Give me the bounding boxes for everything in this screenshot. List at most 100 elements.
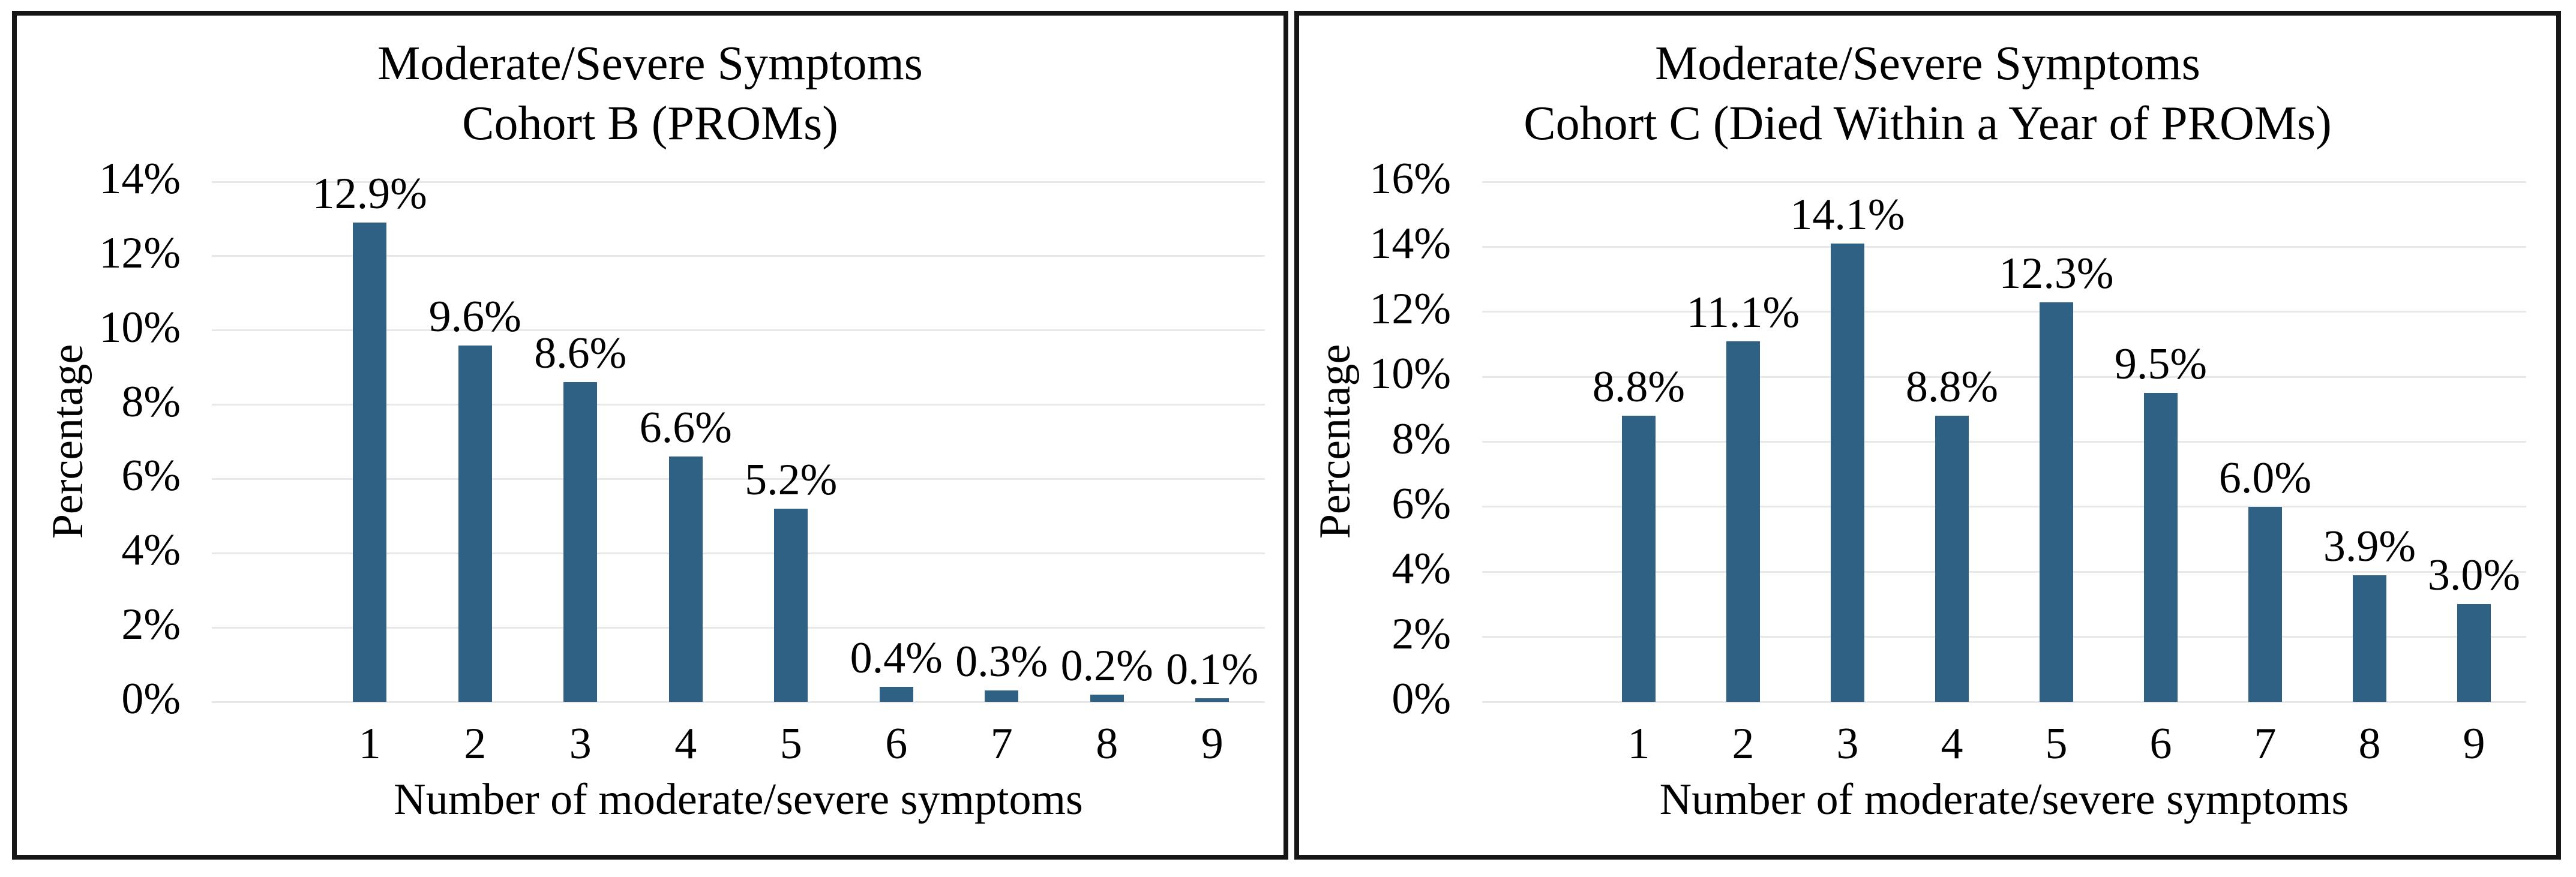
gridline — [1482, 245, 2526, 248]
x-axis-tick-label: 4 — [674, 719, 697, 768]
y-axis-tick-label: 16% — [1369, 154, 1451, 203]
bar — [668, 456, 703, 702]
x-axis-tick-label: 5 — [779, 719, 802, 768]
bar — [2248, 506, 2282, 702]
gridline — [212, 552, 1265, 554]
x-axis-tick-label: 2 — [464, 719, 487, 768]
bar — [353, 223, 387, 702]
chart-title: Moderate/Severe Symptoms Cohort C (Died … — [1299, 34, 2556, 154]
x-axis-tick-label: 5 — [2045, 719, 2068, 768]
bar — [985, 690, 1019, 702]
gridline — [212, 477, 1265, 480]
gridline — [212, 626, 1265, 629]
bar — [774, 508, 808, 702]
x-axis-title: Number of moderate/severe symptoms — [1659, 775, 2349, 824]
gridline — [1482, 441, 2526, 443]
y-axis-tick-label: 4% — [1392, 544, 1451, 594]
x-axis-tick-label: 6 — [885, 719, 908, 768]
bar — [2353, 575, 2386, 702]
bar — [1726, 341, 1760, 702]
gridline — [1482, 376, 2526, 378]
bar-value-label: 8.8% — [1592, 362, 1686, 412]
y-axis-tick-label: 14% — [1369, 219, 1451, 269]
bar — [1622, 416, 1656, 702]
x-axis-title: Number of moderate/severe symptoms — [394, 775, 1083, 824]
plot-area: 0% 2% 4% 6% 8% 10% 12% 14% 16% 8.8% 1 11.1% 2 14.1% 3 8… — [1369, 155, 2526, 768]
x-axis-tick-label: 8 — [1096, 719, 1118, 768]
x-axis-tick-label: 1 — [358, 719, 381, 768]
bar-value-label: 9.6% — [428, 292, 521, 341]
y-axis-tick-label: 12% — [99, 228, 181, 278]
x-axis-tick-label: 3 — [1836, 719, 1859, 768]
gridline — [212, 701, 1265, 703]
gridline — [1482, 181, 2526, 183]
bar — [458, 345, 492, 702]
x-axis-tick-label: 3 — [569, 719, 592, 768]
y-axis-tick-label: 2% — [121, 600, 181, 650]
bar — [879, 687, 913, 702]
bar-value-label: 9.5% — [2114, 340, 2208, 389]
y-axis-tick-label: 0% — [121, 674, 181, 723]
gridline — [1482, 570, 2526, 573]
plot-area: 0% 2% 4% 6% 8% 10% 12% 14% 12.9% 1 9.6% 2 8.6% 3 6.6% 4… — [99, 155, 1265, 768]
x-axis-tick-label: 9 — [2463, 719, 2485, 768]
y-axis-tick-label: 10% — [99, 302, 181, 352]
y-axis-tick-label: 6% — [121, 451, 181, 501]
chart-title: Moderate/Severe Symptoms Cohort B (PROMs… — [17, 34, 1283, 154]
chart-title-line2: Cohort B (PROMs) — [462, 97, 838, 150]
bar-value-label: 0.2% — [1060, 641, 1153, 690]
y-axis-tick-label: 8% — [121, 377, 181, 427]
y-axis-tick-label: 10% — [1369, 349, 1451, 399]
gridline — [1482, 311, 2526, 313]
x-axis-tick-label: 9 — [1201, 719, 1223, 768]
x-axis-tick-label: 7 — [2254, 719, 2277, 768]
x-axis-tick-label: 8 — [2358, 719, 2381, 768]
gridline — [212, 404, 1265, 406]
bar — [2144, 393, 2178, 702]
bar-value-label: 0.3% — [955, 637, 1048, 687]
bar-value-label: 14.1% — [1790, 190, 1905, 239]
x-axis-tick-label: 4 — [1941, 719, 1963, 768]
bar-value-label: 6.0% — [2218, 453, 2312, 503]
bar-value-label: 0.4% — [850, 633, 943, 683]
y-axis-tick-label: 12% — [1369, 284, 1451, 334]
x-axis-tick-label: 2 — [1732, 719, 1755, 768]
bar — [1831, 243, 1864, 702]
bar — [1195, 698, 1229, 702]
bar-value-label: 0.1% — [1166, 644, 1259, 694]
chart-title-line1: Moderate/Severe Symptoms — [377, 37, 923, 90]
y-axis-tick-label: 8% — [1392, 414, 1451, 464]
bar-value-label: 6.6% — [639, 403, 732, 453]
bar — [1090, 694, 1124, 702]
bar-value-label: 11.1% — [1686, 287, 1800, 337]
bar-value-label: 3.0% — [2427, 551, 2521, 600]
y-axis-tick-label: 4% — [121, 525, 181, 575]
gridline — [1482, 506, 2526, 508]
bar-value-label: 8.8% — [1905, 362, 1999, 412]
chart-panel-cohort-b: Moderate/Severe Symptoms Cohort B (PROMs… — [12, 11, 1288, 860]
chart-title-line2: Cohort C (Died Within a Year of PROMs) — [1524, 97, 2332, 150]
y-axis-tick-label: 0% — [1392, 674, 1451, 723]
y-axis-tick-label: 6% — [1392, 479, 1451, 528]
x-axis-tick-label: 1 — [1627, 719, 1650, 768]
gridline — [212, 255, 1265, 257]
x-axis-tick-label: 7 — [990, 719, 1013, 768]
bar — [2040, 302, 2073, 702]
chart-title-line1: Moderate/Severe Symptoms — [1655, 37, 2200, 90]
gridline — [1482, 636, 2526, 638]
bar — [2457, 604, 2491, 702]
bar — [563, 382, 598, 702]
bar-value-label: 5.2% — [745, 455, 838, 504]
gridline — [1482, 701, 2526, 703]
gridline — [212, 329, 1265, 332]
bar-value-label: 8.6% — [534, 329, 627, 379]
x-axis-tick-label: 6 — [2149, 719, 2172, 768]
bar-value-label: 12.3% — [1999, 248, 2114, 298]
bar — [1935, 416, 1969, 702]
y-axis-tick-label: 2% — [1392, 609, 1451, 659]
chart-panel-cohort-c: Moderate/Severe Symptoms Cohort C (Died … — [1294, 11, 2561, 860]
bar-value-label: 3.9% — [2323, 521, 2416, 571]
bar-value-label: 12.9% — [312, 169, 427, 219]
gridline — [212, 181, 1265, 183]
y-axis-tick-label: 14% — [99, 154, 181, 203]
